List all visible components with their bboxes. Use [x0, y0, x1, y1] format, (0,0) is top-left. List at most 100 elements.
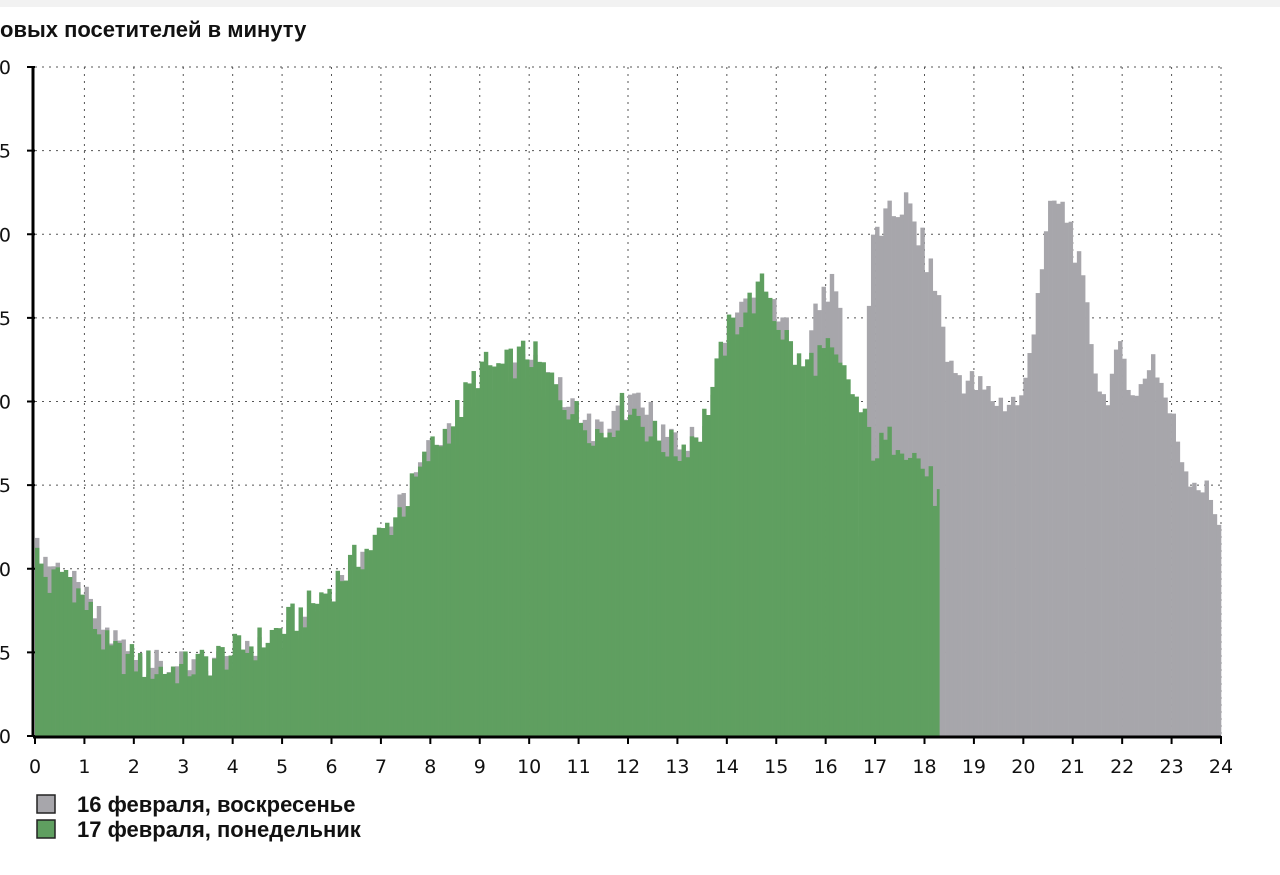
bar-series-2 — [582, 430, 588, 736]
bar-series-1 — [1019, 395, 1024, 736]
bar-series-2 — [249, 646, 254, 736]
bar-series-2 — [434, 444, 439, 736]
x-tick-label: 10 — [517, 756, 541, 778]
bar-series-2 — [920, 468, 925, 736]
bar-series-1 — [1031, 334, 1036, 736]
bar-series-1 — [1196, 490, 1201, 736]
bar-series-1 — [1204, 480, 1209, 736]
bar-series-2 — [557, 400, 563, 736]
chart-ticks: 0 1 2 3 4 5 6 7 8 9 10 11 12 13 14 15 16 17 18 19 20 21 22 23 24… — [0, 57, 1233, 778]
bar-series-2 — [298, 607, 303, 736]
y-tick-label: 5 — [0, 475, 11, 497]
x-tick-label: 24 — [1209, 756, 1233, 778]
bar-series-1 — [1064, 222, 1069, 737]
bar-series-1 — [990, 401, 995, 736]
top-strip — [0, 0, 1280, 7]
bar-series-2 — [619, 392, 625, 736]
bar-series-2 — [179, 663, 184, 736]
bar-series-2 — [463, 382, 468, 736]
bar-series-1 — [1179, 462, 1185, 736]
bar-series-2 — [286, 606, 291, 736]
bar-series-2 — [928, 466, 934, 736]
x-tick-label: 8 — [424, 756, 436, 778]
bar-series-2 — [442, 428, 448, 736]
y-tick-label: 0 — [0, 57, 11, 79]
bar-series-1 — [1015, 405, 1020, 736]
bar-series-1 — [945, 361, 950, 736]
bar-series-2 — [146, 650, 151, 736]
bar-series-2 — [726, 314, 732, 736]
x-tick-label: 21 — [1061, 756, 1085, 778]
bar-series-2 — [553, 384, 559, 736]
bar-series-2 — [327, 588, 332, 736]
bar-series-1 — [1039, 269, 1045, 736]
bar-series-2 — [525, 359, 530, 736]
bar-series-1 — [1126, 389, 1131, 736]
bar-series-2 — [677, 460, 682, 736]
bar-series-2 — [800, 366, 806, 736]
x-tick-label: 18 — [912, 756, 936, 778]
bar-series-2 — [385, 522, 390, 736]
x-tick-label: 15 — [764, 756, 788, 778]
x-tick-label: 6 — [325, 756, 337, 778]
x-tick-label: 23 — [1159, 756, 1183, 778]
bar-series-2 — [899, 453, 905, 736]
bar-series-2 — [269, 629, 275, 736]
bar-series-2 — [302, 627, 308, 736]
bar-series-2 — [660, 452, 666, 736]
bar-series-1 — [1072, 262, 1078, 736]
bar-series-1 — [1105, 405, 1111, 736]
bar-series-2 — [595, 429, 600, 736]
bar-series-2 — [376, 527, 382, 736]
bar-series-2 — [722, 355, 728, 736]
bar-series-2 — [500, 363, 505, 736]
bar-series-2 — [768, 297, 773, 736]
bar-series-2 — [409, 473, 415, 736]
bar-series-2 — [347, 554, 353, 736]
bar-series-2 — [698, 441, 703, 736]
bar-series-2 — [389, 534, 394, 736]
bar-series-2 — [562, 410, 567, 736]
bar-series-1 — [1035, 293, 1041, 736]
bar-series-2 — [142, 676, 147, 736]
y-tick-label: 0 — [0, 392, 11, 414]
bar-series-2 — [80, 594, 85, 736]
bar-series-2 — [706, 415, 711, 736]
bar-series-2 — [319, 592, 324, 736]
bar-series-1 — [949, 360, 954, 736]
bar-series-2 — [216, 645, 221, 736]
bar-series-2 — [689, 436, 695, 736]
bar-series-2 — [508, 348, 513, 736]
bar-series-2 — [912, 452, 917, 736]
bar-series-2 — [640, 426, 645, 736]
legend-label-2: 17 февраля, понедельник — [77, 817, 362, 842]
bar-series-2 — [397, 507, 402, 736]
bar-series-1 — [1142, 378, 1148, 736]
x-tick-label: 4 — [227, 756, 239, 778]
bar-series-1 — [1010, 396, 1016, 736]
x-tick-label: 12 — [616, 756, 640, 778]
bar-series-1 — [1068, 221, 1074, 736]
bar-series-1 — [1134, 395, 1139, 736]
bar-series-2 — [294, 630, 299, 736]
bar-series-2 — [578, 422, 584, 736]
bar-series-1 — [1212, 514, 1218, 736]
bar-series-2 — [566, 419, 571, 736]
bar-series-2 — [850, 394, 855, 736]
bar-series-2 — [273, 627, 279, 736]
x-tick-label: 11 — [566, 756, 590, 778]
bar-series-2 — [586, 443, 592, 736]
bar-series-2 — [903, 459, 909, 736]
bar-series-2 — [92, 628, 98, 736]
bar-series-2 — [809, 352, 814, 736]
bar-series-2 — [261, 647, 266, 736]
bar-series-2 — [813, 375, 818, 736]
bar-series-2 — [504, 349, 509, 736]
bar-series-2 — [829, 347, 835, 736]
bar-series-1 — [1052, 200, 1057, 736]
bar-series-2 — [936, 489, 940, 736]
bar-series-2 — [191, 674, 196, 736]
bar-series-2 — [100, 649, 106, 736]
bar-series-2 — [739, 327, 744, 736]
